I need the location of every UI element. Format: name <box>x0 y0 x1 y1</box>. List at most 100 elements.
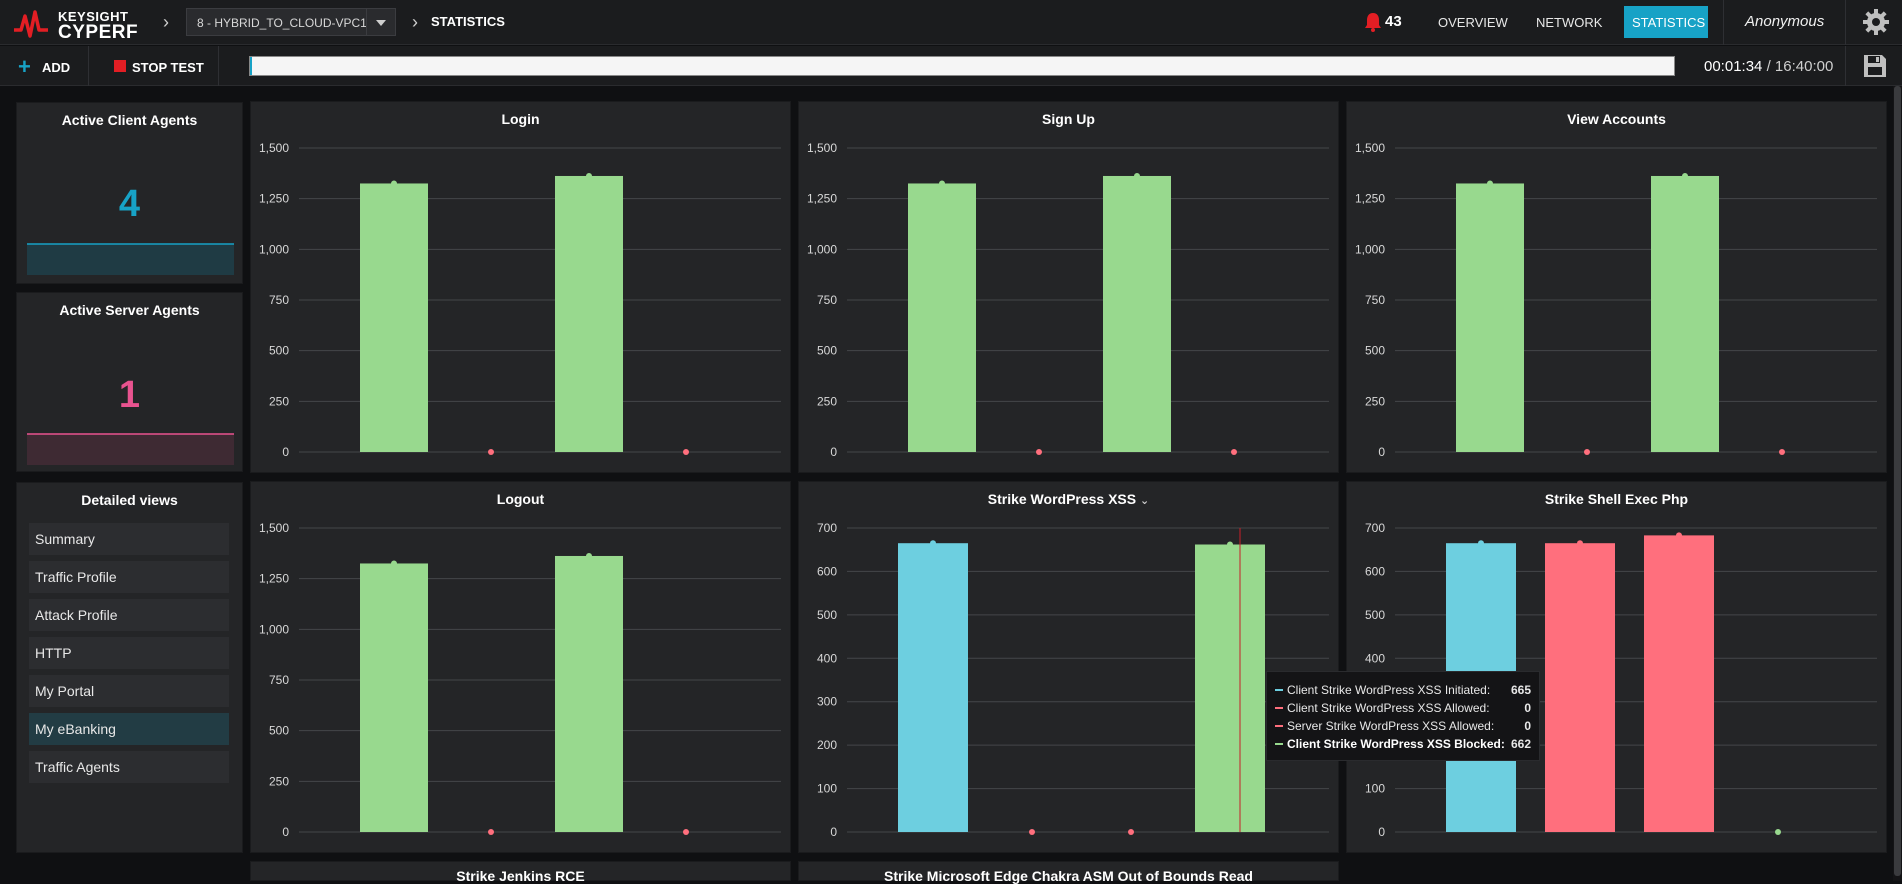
y-tick-label: 750 <box>269 673 289 687</box>
page-scrollbar[interactable] <box>1893 86 1902 881</box>
data-point[interactable] <box>1779 449 1785 455</box>
data-point[interactable] <box>1676 532 1682 539</box>
scrollbar-thumb[interactable] <box>1894 86 1901 876</box>
chart-title[interactable]: Strike WordPress XSS ⌄ <box>799 491 1338 507</box>
bar[interactable] <box>898 543 968 832</box>
bar[interactable] <box>360 563 428 832</box>
bell-icon[interactable] <box>1362 11 1384 33</box>
data-point[interactable] <box>391 560 397 567</box>
bar[interactable] <box>1651 175 1719 452</box>
gear-icon[interactable] <box>1862 8 1890 36</box>
y-tick-label: 1,000 <box>259 622 289 636</box>
view-traffic-agents[interactable]: Traffic Agents <box>29 751 229 783</box>
view-my-portal[interactable]: My Portal <box>29 675 229 707</box>
data-point[interactable] <box>1128 829 1134 835</box>
y-tick-label: 1,500 <box>259 141 289 155</box>
y-tick-label: 1,500 <box>1355 141 1385 155</box>
strike-wordpress-xss-chart-panel: 0 100 200 300 400 500 600 700 Strike WordPress … <box>798 481 1339 853</box>
bar[interactable] <box>1545 543 1615 832</box>
legend-swatch <box>1275 725 1283 727</box>
y-tick-label: 1,250 <box>259 572 289 586</box>
nav-statistics-label: STATISTICS <box>1632 15 1706 30</box>
chevron-right-icon: › <box>412 12 418 32</box>
panel-title: Detailed views <box>81 492 178 508</box>
data-point[interactable] <box>683 449 689 455</box>
view-summary[interactable]: Summary <box>29 523 229 555</box>
data-point[interactable] <box>1227 541 1233 548</box>
bar[interactable] <box>1456 183 1524 452</box>
view-attack-profile[interactable]: Attack Profile <box>29 599 229 631</box>
view-my-ebanking[interactable]: My eBanking <box>29 713 229 745</box>
stop-test-button[interactable]: STOP TEST <box>114 56 224 78</box>
bar[interactable] <box>1103 175 1171 452</box>
tooltip-label: Client Strike WordPress XSS Initiated: <box>1287 683 1491 697</box>
y-tick-label: 750 <box>817 293 837 307</box>
logout-chart-panel: 0 250 500 750 1,000 1,250 1,500 Logout <box>250 481 791 853</box>
chart-title: Login <box>501 111 540 127</box>
logo-cyperf-text: CYPERF <box>58 22 139 43</box>
y-tick-label: 1,000 <box>807 242 837 256</box>
data-point[interactable] <box>1029 829 1035 835</box>
data-point[interactable] <box>683 829 689 835</box>
tooltip-row: Client Strike WordPress XSS Initiated: 6… <box>1275 682 1531 698</box>
data-point[interactable] <box>1231 449 1237 455</box>
data-point[interactable] <box>1487 180 1493 187</box>
data-point[interactable] <box>586 552 592 559</box>
logo-keysight-text: KEYSIGHT <box>58 9 129 24</box>
data-point[interactable] <box>391 180 397 187</box>
data-point[interactable] <box>1577 540 1583 547</box>
data-point[interactable] <box>1775 829 1781 835</box>
data-point[interactable] <box>1134 172 1140 179</box>
alert-count[interactable]: 43 <box>1385 13 1402 30</box>
session-select[interactable]: 8 - HYBRID_TO_CLOUD-VPC1 <box>186 8 396 36</box>
y-tick-label: 500 <box>269 724 289 738</box>
y-tick-label: 400 <box>817 651 837 665</box>
data-point[interactable] <box>586 172 592 179</box>
data-point[interactable] <box>939 180 945 187</box>
y-tick-label: 1,500 <box>807 141 837 155</box>
y-tick-label: 0 <box>282 825 289 839</box>
y-tick-label: 600 <box>1365 564 1385 578</box>
bar[interactable] <box>1195 544 1265 832</box>
keysight-cyperf-logo[interactable]: KEYSIGHT CYPERF <box>14 6 144 43</box>
tooltip-label: Server Strike WordPress XSS Allowed: <box>1287 719 1495 733</box>
tooltip-row: Server Strike WordPress XSS Allowed: 0 <box>1275 718 1531 734</box>
active-server-agents-value: 1 <box>118 374 141 416</box>
bar[interactable] <box>360 183 428 452</box>
nav-network[interactable]: NETWORK <box>1536 15 1603 30</box>
chart-title-text: Strike WordPress XSS <box>987 491 1137 507</box>
top-bar: KEYSIGHT CYPERF › 8 - HYBRID_TO_CLOUD-VP… <box>0 0 1902 45</box>
tooltip-row: Client Strike WordPress XSS Allowed: 0 <box>1275 700 1531 716</box>
nav-overview[interactable]: OVERVIEW <box>1438 15 1508 30</box>
tooltip-row: Client Strike WordPress XSS Blocked: 662 <box>1275 736 1531 752</box>
bar[interactable] <box>1644 535 1714 832</box>
save-icon[interactable] <box>1862 53 1888 79</box>
data-point[interactable] <box>1478 540 1484 547</box>
active-client-agents-value: 4 <box>118 183 141 225</box>
view-http[interactable]: HTTP <box>29 637 229 669</box>
view-accounts-chart-panel: 0 250 500 750 1,000 1,250 1,500 View Accounts <box>1346 101 1887 473</box>
chart-svg: 0 250 500 750 1,000 1,250 1,500 <box>1355 141 1877 459</box>
y-tick-label: 750 <box>269 293 289 307</box>
chevron-down-icon[interactable] <box>366 9 395 35</box>
data-point[interactable] <box>488 829 494 835</box>
nav-statistics[interactable]: STATISTICS <box>1624 6 1708 38</box>
bar[interactable] <box>908 183 976 452</box>
data-point[interactable] <box>1584 449 1590 455</box>
data-point[interactable] <box>1036 449 1042 455</box>
y-tick-label: 750 <box>1365 293 1385 307</box>
y-tick-label: 0 <box>1378 445 1385 459</box>
legend-swatch <box>1275 689 1283 691</box>
strike-edge-chakra-chart-panel: Strike Microsoft Edge Chakra ASM Out of … <box>798 861 1339 884</box>
y-tick-label: 100 <box>817 782 837 796</box>
bar[interactable] <box>555 175 623 452</box>
data-point[interactable] <box>1682 172 1688 179</box>
chart-tooltip: Client Strike WordPress XSS Initiated: 6… <box>1266 671 1540 761</box>
view-traffic-profile[interactable]: Traffic Profile <box>29 561 229 593</box>
chevron-right-icon: › <box>163 12 169 32</box>
data-point[interactable] <box>930 540 936 547</box>
bar[interactable] <box>555 555 623 832</box>
user-name[interactable]: Anonymous <box>1745 13 1825 30</box>
data-point[interactable] <box>488 449 494 455</box>
chevron-down-icon[interactable]: ⌄ <box>1140 495 1150 507</box>
